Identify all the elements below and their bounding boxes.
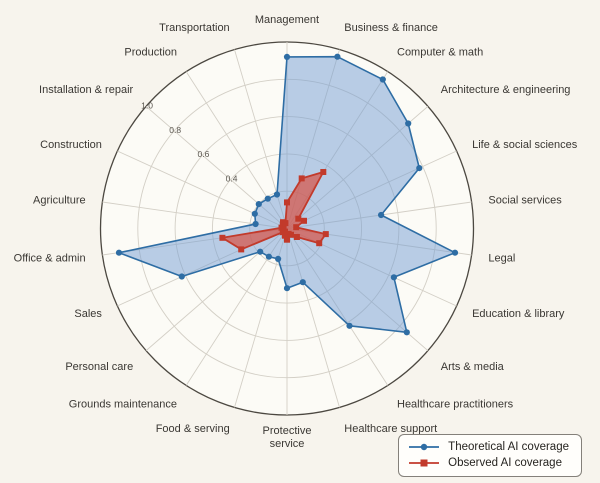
category-label: Protective service xyxy=(263,425,312,450)
category-label: Food & serving xyxy=(156,423,230,435)
legend-label-observed: Observed AI coverage xyxy=(448,457,562,469)
square-marker-icon xyxy=(322,231,329,238)
circle-marker-icon xyxy=(115,249,123,256)
square-marker-icon xyxy=(281,232,288,239)
circle-marker-icon xyxy=(420,443,428,451)
radial-tick-label: 1.0 xyxy=(141,100,153,110)
radial-tick-label: 0.8 xyxy=(169,125,181,135)
category-label: Social services xyxy=(488,195,562,207)
circle-marker-icon xyxy=(275,255,282,262)
category-label: Agriculture xyxy=(33,195,86,207)
theoretical-series-swatch xyxy=(409,443,440,451)
category-label: Personal care xyxy=(65,361,133,373)
category-label: Production xyxy=(124,46,177,58)
circle-marker-icon xyxy=(283,53,291,61)
square-marker-icon xyxy=(219,234,226,241)
square-marker-icon xyxy=(301,217,307,224)
circle-marker-icon xyxy=(378,211,385,219)
legend-label-theoretical: Theoretical AI coverage xyxy=(448,441,569,453)
circle-marker-icon xyxy=(405,120,412,127)
square-marker-icon xyxy=(284,199,290,206)
circle-marker-icon xyxy=(257,248,264,255)
category-label: Transportation xyxy=(159,22,230,34)
square-marker-icon xyxy=(282,220,289,227)
category-label: Arts & media xyxy=(441,361,505,373)
category-label: Office & admin xyxy=(14,253,86,265)
circle-marker-icon xyxy=(251,210,258,217)
circle-marker-icon xyxy=(255,201,262,208)
category-label: Installation & repair xyxy=(39,84,133,96)
circle-marker-icon xyxy=(178,273,185,280)
category-label: Life & social sciences xyxy=(472,139,578,151)
square-marker-icon xyxy=(298,175,305,182)
square-marker-icon xyxy=(295,215,302,222)
circle-marker-icon xyxy=(379,76,386,83)
circle-marker-icon xyxy=(283,285,291,292)
square-marker-icon xyxy=(316,240,323,247)
legend: Theoretical AI coverage Observed AI cove… xyxy=(398,434,582,477)
category-label: Construction xyxy=(40,139,102,151)
square-marker-icon xyxy=(293,224,300,231)
square-marker-icon xyxy=(279,229,286,236)
circle-marker-icon xyxy=(416,165,423,172)
square-marker-icon xyxy=(293,234,300,240)
category-label: Healthcare support xyxy=(344,423,437,435)
circle-marker-icon xyxy=(451,249,459,256)
circle-marker-icon xyxy=(390,274,397,281)
square-marker-icon xyxy=(420,459,428,467)
observed-series-swatch xyxy=(409,459,440,467)
square-marker-icon xyxy=(285,230,292,237)
square-marker-icon xyxy=(320,169,327,175)
circle-marker-icon xyxy=(252,220,259,228)
circle-marker-icon xyxy=(403,329,410,336)
category-label: Grounds maintenance xyxy=(69,399,177,411)
category-label: Architecture & engineering xyxy=(441,84,571,96)
legend-item-theoretical: Theoretical AI coverage xyxy=(407,440,569,454)
category-label: Legal xyxy=(488,253,515,265)
circle-marker-icon xyxy=(346,322,353,329)
circle-marker-icon xyxy=(273,191,281,198)
circle-marker-icon xyxy=(334,53,341,60)
legend-item-observed: Observed AI coverage xyxy=(407,456,569,470)
category-label: Education & library xyxy=(472,308,565,320)
radial-tick-label: 0.6 xyxy=(197,149,209,159)
category-label: Computer & math xyxy=(397,46,483,58)
circle-marker-icon xyxy=(265,253,272,260)
circle-marker-icon xyxy=(299,279,306,286)
square-marker-icon xyxy=(238,246,245,253)
circle-marker-icon xyxy=(264,195,271,202)
category-label: Business & finance xyxy=(344,22,438,34)
category-label: Management xyxy=(255,14,319,26)
square-marker-icon xyxy=(284,236,290,243)
category-label: Sales xyxy=(74,308,102,320)
radial-tick-label: 0.4 xyxy=(226,174,238,184)
category-label: Healthcare practitioners xyxy=(397,399,514,411)
